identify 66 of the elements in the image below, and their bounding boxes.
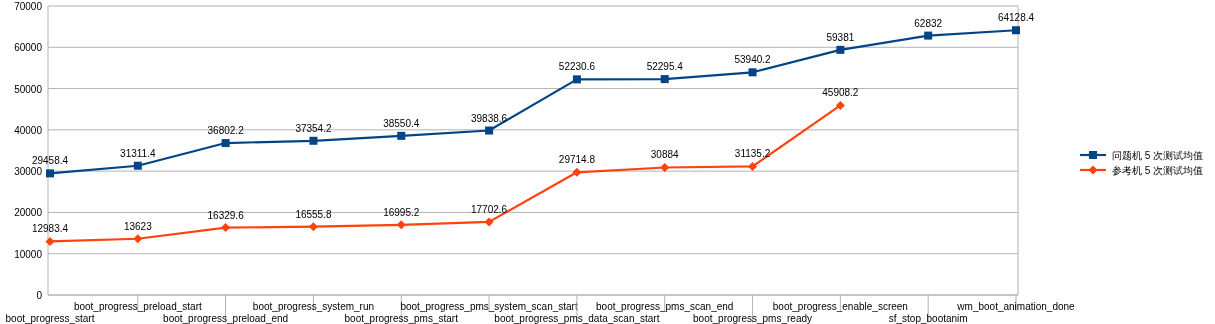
point bbox=[397, 131, 406, 140]
point bbox=[924, 31, 933, 40]
data-label: 30884 bbox=[650, 149, 680, 161]
point bbox=[133, 161, 142, 170]
point bbox=[836, 45, 845, 54]
x-tick-label: boot_progress_preload_end bbox=[163, 313, 289, 324]
data-label: 17702.6 bbox=[471, 203, 508, 215]
y-tick-label: 30000 bbox=[14, 166, 43, 178]
point bbox=[221, 139, 230, 148]
x-tick-label: boot_progress_system_run bbox=[252, 301, 375, 312]
data-label: 38550.4 bbox=[383, 117, 420, 129]
x-tick-label: boot_progress_start bbox=[5, 313, 95, 324]
x-tick-label: boot_progress_pms_system_scan_start bbox=[400, 301, 578, 312]
data-label: 16555.8 bbox=[295, 208, 332, 220]
x-tick-label: boot_progress_pms_ready bbox=[693, 313, 813, 324]
point bbox=[660, 75, 669, 84]
x-tick-label: sf_stop_bootanim bbox=[888, 313, 968, 324]
y-tick-label: 40000 bbox=[14, 124, 43, 136]
data-label: 16995.2 bbox=[383, 206, 420, 218]
legend-label: 问题机 5 次测试均值 bbox=[1112, 150, 1204, 161]
data-label: 16329.6 bbox=[207, 209, 245, 221]
data-label: 52295.4 bbox=[646, 61, 684, 73]
data-label: 64128.4 bbox=[997, 12, 1035, 24]
data-label: 37354.2 bbox=[295, 122, 332, 134]
data-label: 52230.6 bbox=[558, 61, 596, 73]
point bbox=[221, 223, 231, 233]
point bbox=[572, 167, 582, 177]
point bbox=[660, 162, 670, 172]
point bbox=[572, 75, 581, 84]
y-tick-label: 20000 bbox=[14, 207, 43, 219]
point bbox=[396, 220, 406, 230]
data-label: 59381 bbox=[826, 31, 855, 43]
point bbox=[308, 222, 318, 232]
data-label: 36802.2 bbox=[207, 125, 245, 137]
data-label: 39838.6 bbox=[471, 112, 508, 124]
data-label: 62832 bbox=[914, 17, 943, 29]
x-tick-label: boot_progress_preload_start bbox=[73, 301, 202, 312]
x-tick-label: boot_progress_pms_data_scan_start bbox=[494, 313, 660, 324]
point bbox=[309, 136, 318, 145]
point bbox=[133, 234, 143, 244]
point bbox=[748, 68, 757, 77]
x-tick-label: wm_boot_animation_done bbox=[956, 301, 1076, 312]
y-tick-label: 70000 bbox=[14, 1, 43, 12]
point bbox=[484, 217, 494, 227]
point bbox=[46, 169, 54, 178]
data-label: 13623 bbox=[123, 220, 153, 232]
x-tick-label: boot_progress_enable_screen bbox=[772, 301, 908, 312]
data-label: 31311.4 bbox=[120, 147, 156, 159]
data-label: 12983.4 bbox=[31, 223, 69, 235]
data-label: 29458.4 bbox=[31, 155, 69, 167]
x-tick-label: boot_progress_pms_scan_end bbox=[596, 301, 734, 312]
legend-label: 参考机 5 次测试均值 bbox=[1112, 165, 1204, 176]
y-tick-label: 50000 bbox=[14, 83, 43, 95]
data-label: 29714.8 bbox=[558, 154, 596, 166]
point bbox=[835, 100, 845, 110]
y-tick-label: 60000 bbox=[14, 42, 43, 54]
y-tick-label: 0 bbox=[36, 290, 43, 301]
point bbox=[485, 126, 494, 135]
point bbox=[748, 161, 758, 171]
data-label: 53940.2 bbox=[734, 54, 772, 66]
data-label: 31135.2 bbox=[734, 148, 771, 160]
data-label: 45908.2 bbox=[822, 87, 859, 99]
y-tick-label: 10000 bbox=[14, 248, 43, 260]
point bbox=[45, 236, 55, 246]
point bbox=[1012, 26, 1020, 35]
x-tick-label: boot_progress_pms_start bbox=[344, 313, 459, 324]
